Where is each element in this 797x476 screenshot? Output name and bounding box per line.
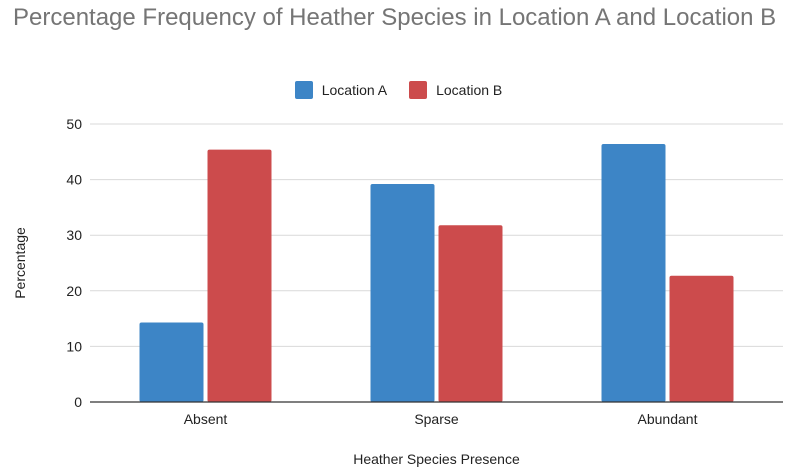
- x-axis-ticks: Absent Sparse Abundant: [184, 411, 698, 427]
- y-tick-label-20: 20: [66, 283, 82, 299]
- bar-location-a-sparse[interactable]: [370, 184, 435, 402]
- bars: [139, 144, 734, 403]
- y-tick-label-10: 10: [66, 338, 82, 354]
- legend-swatch-location-a: [294, 81, 313, 99]
- legend: Location A Location B: [0, 78, 797, 102]
- y-tick-label-50: 50: [66, 116, 82, 132]
- bar-location-a-absent[interactable]: [139, 322, 204, 402]
- chart-title: Percentage Frequency of Heather Species …: [13, 4, 777, 31]
- gridlines: [90, 123, 783, 347]
- x-tick-label-abundant: Abundant: [638, 411, 698, 427]
- bar-location-a-abundant[interactable]: [601, 144, 666, 403]
- y-axis-label: Percentage: [12, 227, 28, 299]
- x-tick-label-sparse: Sparse: [414, 411, 459, 427]
- legend-item-location-a[interactable]: Location A: [294, 81, 388, 99]
- legend-label-location-a: Location A: [321, 82, 388, 98]
- bar-location-b-sparse[interactable]: [438, 225, 503, 402]
- y-tick-label-30: 30: [66, 227, 82, 243]
- y-tick-label-40: 40: [66, 172, 82, 188]
- legend-label-location-b: Location B: [436, 82, 503, 98]
- bar-location-b-abundant[interactable]: [669, 275, 734, 402]
- bar-location-b-absent[interactable]: [207, 149, 272, 402]
- legend-item-location-b[interactable]: Location B: [409, 81, 502, 99]
- y-axis-ticks: 0 10 20 30 40 50: [66, 116, 82, 410]
- legend-swatch-location-b: [409, 81, 428, 99]
- x-axis-label: Heather Species Presence: [353, 451, 520, 467]
- x-tick-label-absent: Absent: [184, 411, 228, 427]
- y-tick-label-0: 0: [74, 394, 82, 410]
